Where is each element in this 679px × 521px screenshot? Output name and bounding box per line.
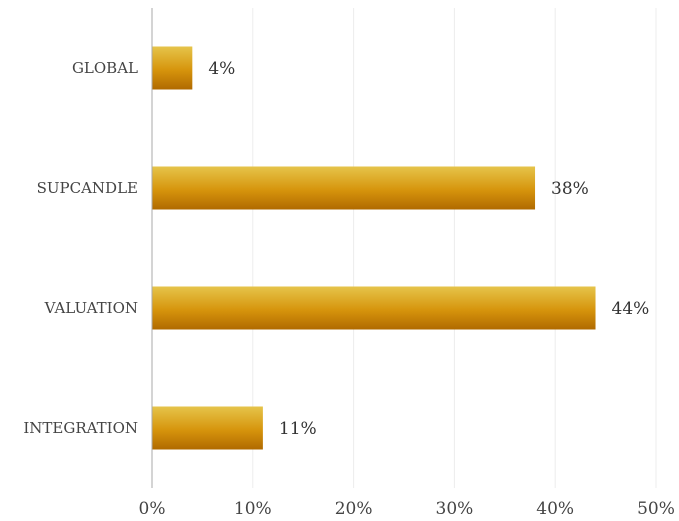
x-tick-label: 50% (637, 499, 675, 519)
labels: 0% 10% 20% 30% 40% 50% GLOBAL 4% SUPCANDLE 38% VAL… (23, 59, 675, 519)
x-tick-label: 10% (234, 499, 272, 519)
x-tick-label: 20% (335, 499, 373, 519)
category-label: GLOBAL (72, 59, 138, 77)
category-label: SUPCANDLE (37, 179, 138, 197)
bar-global (152, 46, 193, 90)
data-label: 11% (279, 419, 317, 439)
gridlines (252, 8, 657, 488)
x-tick-label: 40% (536, 499, 574, 519)
data-label: 4% (208, 59, 235, 79)
data-label: 44% (612, 299, 650, 319)
data-label: 38% (551, 179, 589, 199)
category-label: INTEGRATION (23, 419, 138, 437)
bar-integration (152, 406, 263, 450)
x-tick-label: 30% (436, 499, 474, 519)
bar-supcandle (152, 166, 536, 210)
x-tick-label: 0% (139, 499, 166, 519)
bars (152, 46, 596, 450)
bar-valuation (152, 286, 596, 330)
category-label: VALUATION (44, 299, 138, 317)
